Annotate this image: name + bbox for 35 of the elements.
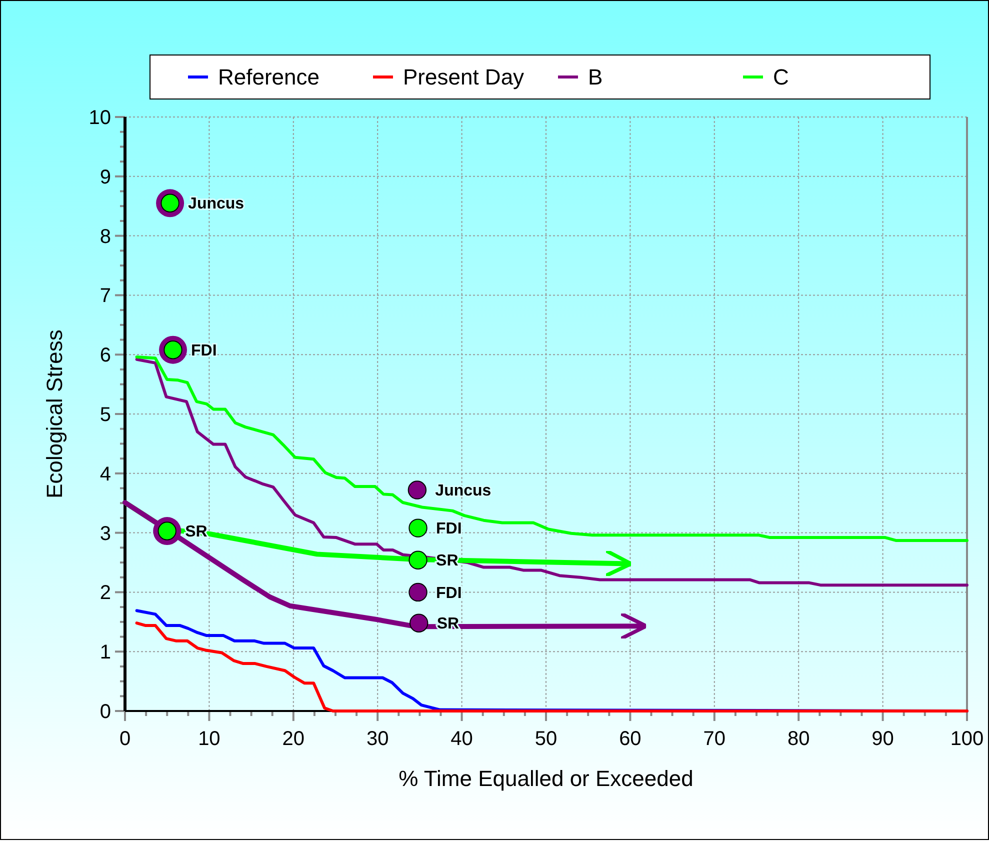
x-axis-title: % Time Equalled or Exceeded [398, 766, 694, 791]
x-tick-label: 90 [872, 728, 894, 750]
x-tick-label: 0 [119, 728, 131, 750]
annotation: Juncus [435, 482, 492, 500]
y-tick-label: 3 [100, 522, 111, 545]
y-tick-label: 4 [100, 463, 111, 486]
y-axis-title: Ecological Stress [42, 330, 67, 498]
y-tick-label: 5 [100, 404, 111, 426]
x-tick-label: 70 [703, 728, 726, 750]
y-tick-label: 7 [100, 285, 111, 308]
y-tick-label: 6 [100, 344, 111, 367]
annotation: FDI [436, 584, 462, 602]
x-tick-label: 50 [534, 728, 558, 750]
legend-label: B [588, 64, 603, 90]
y-tick-label: 1 [100, 642, 111, 664]
y-tick-label: 9 [100, 166, 111, 188]
x-tick-label: 60 [619, 728, 642, 750]
x-tick-label: 40 [450, 728, 473, 750]
line-series [135, 358, 968, 587]
legend-label: Present Day [403, 64, 524, 90]
legend-label: Reference [218, 64, 320, 90]
x-tick-label: 10 [198, 728, 220, 750]
annotation: FDI [436, 520, 462, 538]
legend-label: C [773, 64, 789, 90]
annotation: Juncus [188, 196, 244, 213]
x-tick-label: 30 [366, 728, 389, 750]
line-series [135, 355, 968, 542]
y-tick-label: 8 [100, 226, 111, 248]
annotation: FDI [190, 342, 217, 360]
x-tick-label: 20 [282, 728, 305, 750]
y-tick-label: 2 [100, 582, 111, 604]
y-tick-label: 0 [100, 701, 111, 723]
x-tick-label: 100 [950, 728, 984, 750]
y-tick-label: 10 [88, 107, 111, 129]
x-tick-label: 80 [787, 728, 810, 750]
